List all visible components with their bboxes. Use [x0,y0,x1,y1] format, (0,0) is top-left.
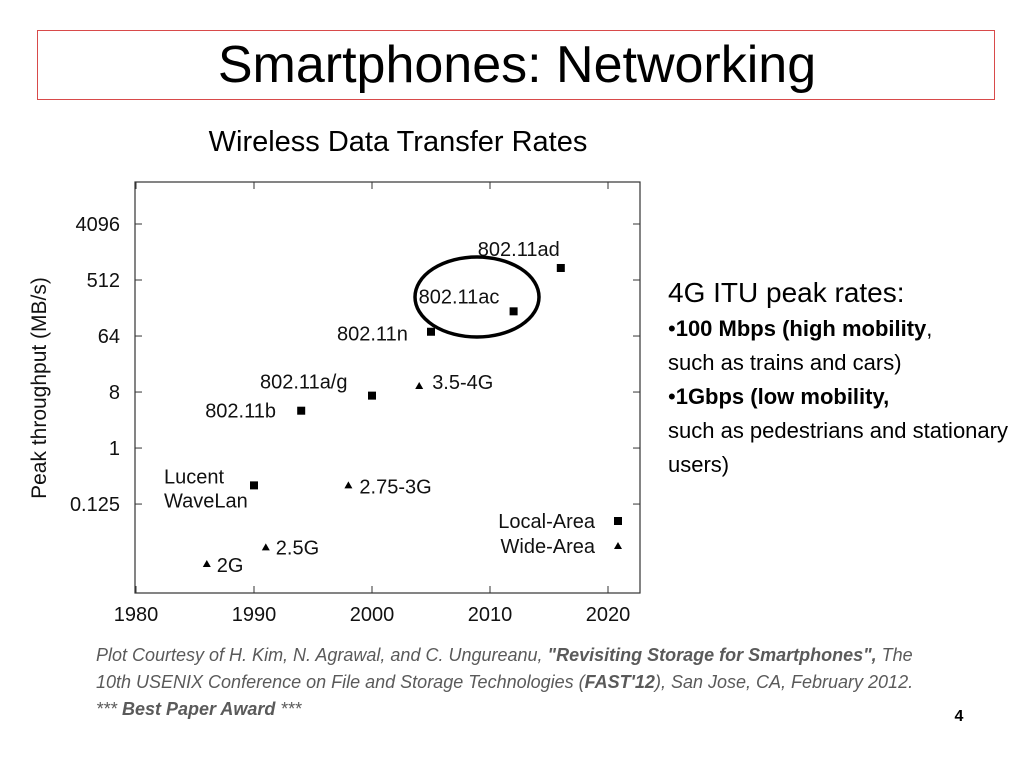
point-802-11ac [509,307,518,316]
point-label: 802.11ac [419,286,500,308]
y-tick-label: 64 [98,326,120,348]
point-3-5-4g [415,382,424,390]
caption-text: Plot Courtesy of H. Kim, N. Agrawal, and… [96,645,548,665]
point-label: Lucent [164,466,224,488]
point-802-11n [427,327,435,336]
notes-panel: 4G ITU peak rates: •100 Mbps (high mobil… [668,274,1018,482]
point-802-11a-g [368,391,376,400]
x-tick-label: 2010 [468,604,513,626]
page-number: 4 [954,708,964,725]
legend-marker-square [614,517,622,525]
caption-paper-title: "Revisiting Storage for Smartphones", [547,645,877,665]
point-label: 2.5G [276,537,319,559]
point-2-75-3g [344,481,353,489]
highlight-ellipse [413,255,541,339]
point-label: 2.75-3G [359,476,431,498]
note-item-high-mobility: •100 Mbps (high mobility, such as trains … [668,316,933,375]
point-label: WaveLan [164,490,248,512]
caption-text: The 10th USENIX Conference on File and S… [96,645,913,692]
note-item-low-mobility: •1Gbps (low mobility, such as pedestrians… [668,384,1008,477]
caption-award: Best Paper Award [122,699,276,719]
y-tick-label: 0.125 [70,494,120,516]
caption-conference: FAST'12 [584,672,655,692]
point-2g [202,559,211,567]
note-text: such as trains and cars) [668,350,902,375]
note-text: such as pedestrians and stationary users… [668,418,1008,477]
legend-marker-triangle [614,542,622,549]
x-tick-label: 2020 [586,604,631,626]
chart-title: Wireless Data Transfer Rates [208,126,588,158]
caption-text: ), San Jose, CA, February 2012. *** [96,672,914,719]
point-label: 2G [217,555,244,577]
point-label: 802.11a/g [260,372,348,394]
y-tick-label: 4096 [76,214,121,236]
notes-heading: 4G ITU peak rates: [668,277,905,308]
title-border [37,30,995,100]
point-802-11b [297,406,306,415]
y-tick-label: 1 [109,438,120,460]
y-axis-label: Peak throughput (MB/s) [28,277,51,499]
legend-label: Wide-Area [501,536,596,558]
point-label: 3.5-4G [432,372,493,394]
note-comma: , [926,316,933,341]
slide-title: Smartphones: Networking [217,36,817,94]
caption-text: *** [275,699,302,719]
note-bold: 1Gbps (low mobility, [675,384,890,409]
point-label: 802.11ad [478,239,560,261]
plot-frame [134,181,641,594]
x-tick-label: 1980 [114,604,159,626]
point-label: 802.11n [337,324,408,346]
legend-label: Local-Area [498,511,596,533]
x-tick-label: 2000 [350,604,395,626]
point-lucent-wavelan [250,481,258,490]
y-tick-label: 512 [87,270,120,292]
x-tick-label: 1990 [232,604,277,626]
point-label: 802.11b [205,401,276,423]
note-bold: 100 Mbps (high mobility [675,316,927,341]
caption: Plot Courtesy of H. Kim, N. Agrawal, and… [96,642,926,723]
point-802-11ad [556,263,565,272]
y-tick-label: 8 [109,382,120,404]
point-2-5g [261,543,270,551]
